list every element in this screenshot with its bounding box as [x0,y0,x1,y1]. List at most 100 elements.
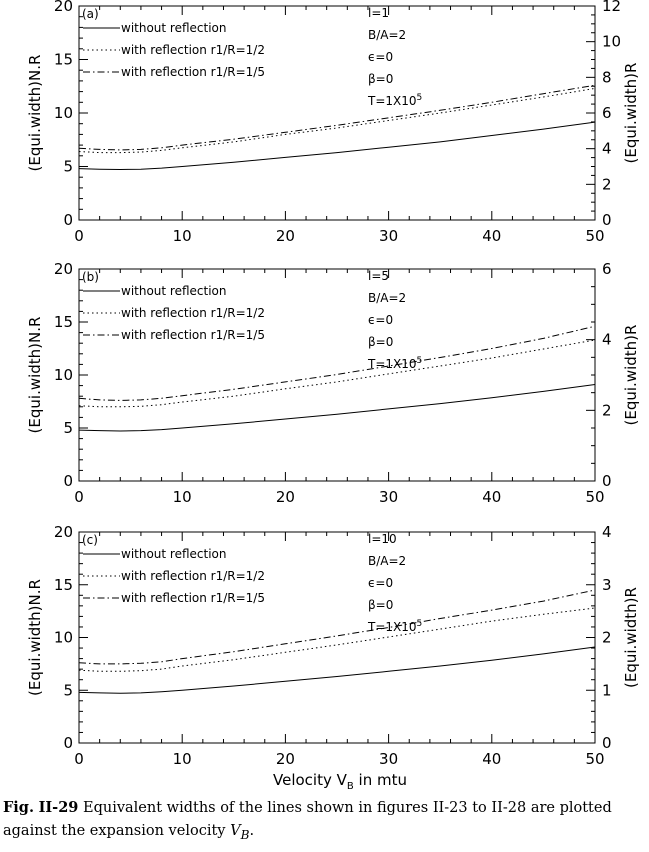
y-axis-title-left: (Equi.width)N.R [26,317,44,434]
chart-panel-3: 0 10 20 30 40 500510152001234(Equi.width)N.R(… [26,523,640,790]
legend-label: without reflection [121,547,227,561]
series-line-dashdot [78,589,596,665]
y-tick-label-left: 5 [63,681,73,699]
param-temperature: T=1X105 [367,93,422,108]
series-line-solid [78,646,596,694]
x-tick-label: 50 [585,227,604,245]
y-tick-label-right: 10 [602,33,621,51]
x-tick-label: 40 [482,750,501,768]
y-tick-label-right: 0 [602,211,612,229]
series-line-dotted [78,339,596,408]
y-tick-label-left: 5 [63,158,73,176]
y-tick-label-left: 20 [54,260,73,278]
x-tick-label: 30 [379,227,398,245]
x-tick-label: 40 [482,488,501,506]
y-tick-label-right: 1 [602,681,612,699]
plot-frame [78,268,596,482]
y-tick-label-left: 15 [54,576,73,594]
panel-tag: (a) [82,7,99,21]
y-tick-label-left: 0 [63,734,73,752]
param-temperature-exponent: 5 [417,619,423,629]
y-tick-label-left: 10 [54,104,73,122]
figure-panels: 0 10 20 30 40 5005101520024681012(Equi.width)… [26,0,640,790]
param-l: l=10 [368,532,397,546]
x-tick-label: 10 [173,227,192,245]
caption-label: II-29 [38,799,79,816]
param-ba: B/A=2 [368,28,406,42]
legend-label: without reflection [121,284,227,298]
y-axis-title-right: (Equi.width)R [622,63,640,164]
y-tick-label-right: 12 [602,0,621,15]
y-tick-label-right: 4 [602,331,612,349]
y-tick-label-left: 15 [54,51,73,69]
plot-frame [78,5,596,221]
series-line-dashdot [78,84,596,151]
y-tick-label-left: 0 [63,472,73,490]
x-tick-label: 40 [482,227,501,245]
param-ba: B/A=2 [368,554,406,568]
y-tick-label-left: 10 [54,366,73,384]
x-tick-label: 20 [276,750,295,768]
legend-label: with reflection r1/R=1/2 [121,306,265,320]
panel-tag: (b) [82,270,99,284]
legend-label: with reflection r1/R=1/2 [121,43,265,57]
y-tick-label-right: 0 [602,734,612,752]
param-temperature: T=1X105 [367,619,422,634]
param-temperature-exponent: 5 [417,93,423,103]
x-tick-label: 10 [173,750,192,768]
param-beta: β=0 [368,72,393,86]
y-axis-title-right: (Equi.width)R [622,325,640,426]
y-tick-label-left: 20 [54,0,73,15]
y-tick-label-left: 0 [63,211,73,229]
y-tick-label-right: 4 [602,523,612,541]
legend-label: without reflection [121,21,227,35]
param-l: l=1 [368,6,389,20]
x-tick-label: 30 [379,750,398,768]
plot-frame [78,531,596,744]
series-line-solid [78,121,596,171]
series-line-solid [78,384,596,432]
figure-caption: Fig. II-29 Equivalent widths of the line… [3,796,649,847]
param-temperature: T=1X105 [367,356,422,371]
x-axis-title-subscript: B [347,781,354,790]
y-tick-label-right: 3 [602,576,612,594]
x-tick-label: 0 [74,227,84,245]
x-tick-label: 20 [276,227,295,245]
y-axis-title-right: (Equi.width)R [622,587,640,688]
param-beta: β=0 [368,335,393,349]
caption-text: Equivalent widths of the lines shown in … [3,800,612,839]
y-tick-label-right: 2 [602,175,612,193]
chart-panel-1: 0 10 20 30 40 5005101520024681012(Equi.width)… [26,0,640,245]
y-tick-label-right: 2 [602,401,612,419]
param-beta: β=0 [368,598,393,612]
param-l: l=5 [368,269,389,283]
caption-velocity-subscript: B [240,827,250,842]
y-tick-label-right: 0 [602,472,612,490]
y-tick-label-left: 10 [54,629,73,647]
x-tick-label: 10 [173,488,192,506]
param-eps: ϵ=0 [368,50,393,64]
y-tick-label-right: 6 [602,260,612,278]
y-tick-label-left: 15 [54,313,73,331]
legend-label: with reflection r1/R=1/5 [121,65,265,79]
legend-label: with reflection r1/R=1/5 [121,591,265,605]
x-tick-label: 50 [585,750,604,768]
x-axis-title: Velocity VB in mtu [273,771,407,790]
legend-label: with reflection r1/R=1/2 [121,569,265,583]
x-tick-label: 20 [276,488,295,506]
param-ba: B/A=2 [368,291,406,305]
param-eps: ϵ=0 [368,313,393,327]
x-tick-label: 0 [74,750,84,768]
caption-end: . [249,823,255,839]
x-tick-label: 0 [74,488,84,506]
series-line-dashdot [78,325,596,401]
series-line-dotted [78,87,596,154]
param-temperature-exponent: 5 [417,356,423,366]
y-tick-label-right: 6 [602,104,612,122]
param-eps: ϵ=0 [368,576,393,590]
panel-tag: (c) [82,533,98,547]
y-tick-label-right: 2 [602,629,612,647]
caption-velocity-symbol: V [230,823,241,839]
y-tick-label-right: 8 [602,68,612,86]
